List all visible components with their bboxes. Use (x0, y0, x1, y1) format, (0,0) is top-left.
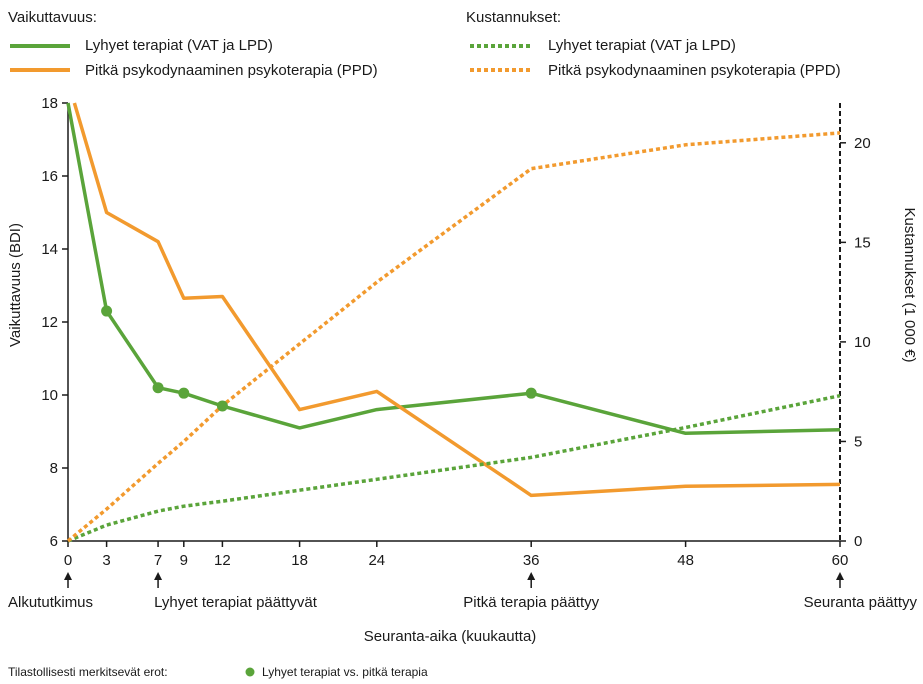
y-left-tick-label: 10 (41, 387, 58, 404)
event-label: Pitkä terapia päättyy (463, 594, 599, 611)
footnote: Tilastollisesti merkitsevät erot: Lyhyet… (8, 665, 428, 679)
x-axis-label: Seuranta-aika (kuukautta) (364, 628, 537, 645)
y-axis-right-label: Kustannukset (1 000 €) (901, 207, 918, 362)
significance-point (178, 388, 189, 399)
series-line-right-2 (68, 396, 840, 541)
event-arrow-head (836, 572, 844, 580)
legend-left-title: Vaikuttavuus: (8, 9, 97, 26)
legend-label-short-cost: Lyhyet terapiat (VAT ja LPD) (548, 37, 736, 54)
legend-right-title: Kustannukset: (466, 9, 561, 26)
axes: 6 8 10 12 14 16 18 0 5 10 15 20 0 3 7 9 12 18 24 36 48 60 (41, 95, 870, 569)
event-label: Alkututkimus (8, 594, 93, 611)
legend-label-short-effect: Lyhyet terapiat (VAT ja LPD) (85, 37, 273, 54)
legend-label-long-effect: Pitkä psykodynaaminen psykoterapia (PPD) (85, 62, 378, 79)
event-label: Seuranta päättyy (804, 594, 918, 611)
event-markers: Alkututkimus Lyhyet terapiat päättyvät Pit… (8, 572, 917, 611)
y-right-tick-label: 5 (854, 433, 862, 450)
legend-label-long-cost: Pitkä psykodynaaminen psykoterapia (PPD) (548, 62, 841, 79)
legend: Vaikuttavuus: Kustannukset: Lyhyet terap… (8, 9, 841, 79)
y-left-tick-label: 6 (50, 533, 58, 550)
series-line-left-1 (74, 103, 840, 495)
x-tick-label: 0 (64, 552, 72, 569)
series-line-right-3 (68, 133, 840, 541)
y-left-tick-label: 14 (41, 241, 58, 258)
event-arrow-head (154, 572, 162, 580)
significance-point (101, 306, 112, 317)
y-left-tick-label: 8 (50, 460, 58, 477)
x-tick-label: 60 (832, 552, 849, 569)
footnote-label: Tilastollisesti merkitsevät erot: (8, 665, 168, 679)
event-arrow-head (527, 572, 535, 580)
x-tick-label: 3 (102, 552, 110, 569)
significance-point (526, 388, 537, 399)
y-left-tick-label: 16 (41, 168, 58, 185)
x-tick-label: 7 (154, 552, 162, 569)
y-right-tick-label: 15 (854, 234, 871, 251)
event-label: Lyhyet terapiat päättyvät (154, 594, 318, 611)
y-axis-left-label: Vaikuttavuus (BDI) (7, 223, 24, 347)
x-tick-label: 36 (523, 552, 540, 569)
x-tick-label: 48 (677, 552, 694, 569)
y-right-tick-label: 0 (854, 533, 862, 550)
significance-markers (101, 306, 537, 412)
x-tick-label: 18 (291, 552, 308, 569)
y-right-tick-label: 10 (854, 334, 871, 351)
x-tick-label: 24 (368, 552, 385, 569)
significance-point (217, 400, 228, 411)
x-tick-label: 9 (180, 552, 188, 569)
series-line-left-0 (68, 103, 840, 433)
event-arrow-head (64, 572, 72, 580)
footnote-dot (246, 668, 255, 677)
x-tick-label: 12 (214, 552, 231, 569)
series-group (68, 103, 840, 541)
y-left-tick-label: 12 (41, 314, 58, 331)
y-right-tick-label: 20 (854, 135, 871, 152)
y-left-tick-label: 18 (41, 95, 58, 112)
footnote-item: Lyhyet terapiat vs. pitkä terapia (262, 665, 428, 679)
significance-point (153, 382, 164, 393)
